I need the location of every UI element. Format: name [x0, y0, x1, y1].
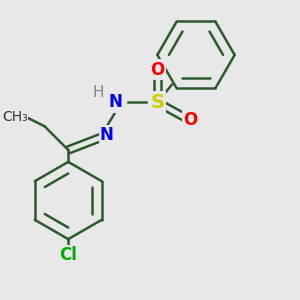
Text: O: O — [150, 61, 164, 79]
Text: O: O — [183, 111, 197, 129]
Text: H: H — [92, 85, 104, 100]
Text: S: S — [150, 93, 164, 112]
Text: Cl: Cl — [59, 247, 77, 265]
Text: CH₃: CH₃ — [2, 110, 28, 124]
Text: N: N — [109, 94, 123, 112]
Text: N: N — [100, 126, 114, 144]
